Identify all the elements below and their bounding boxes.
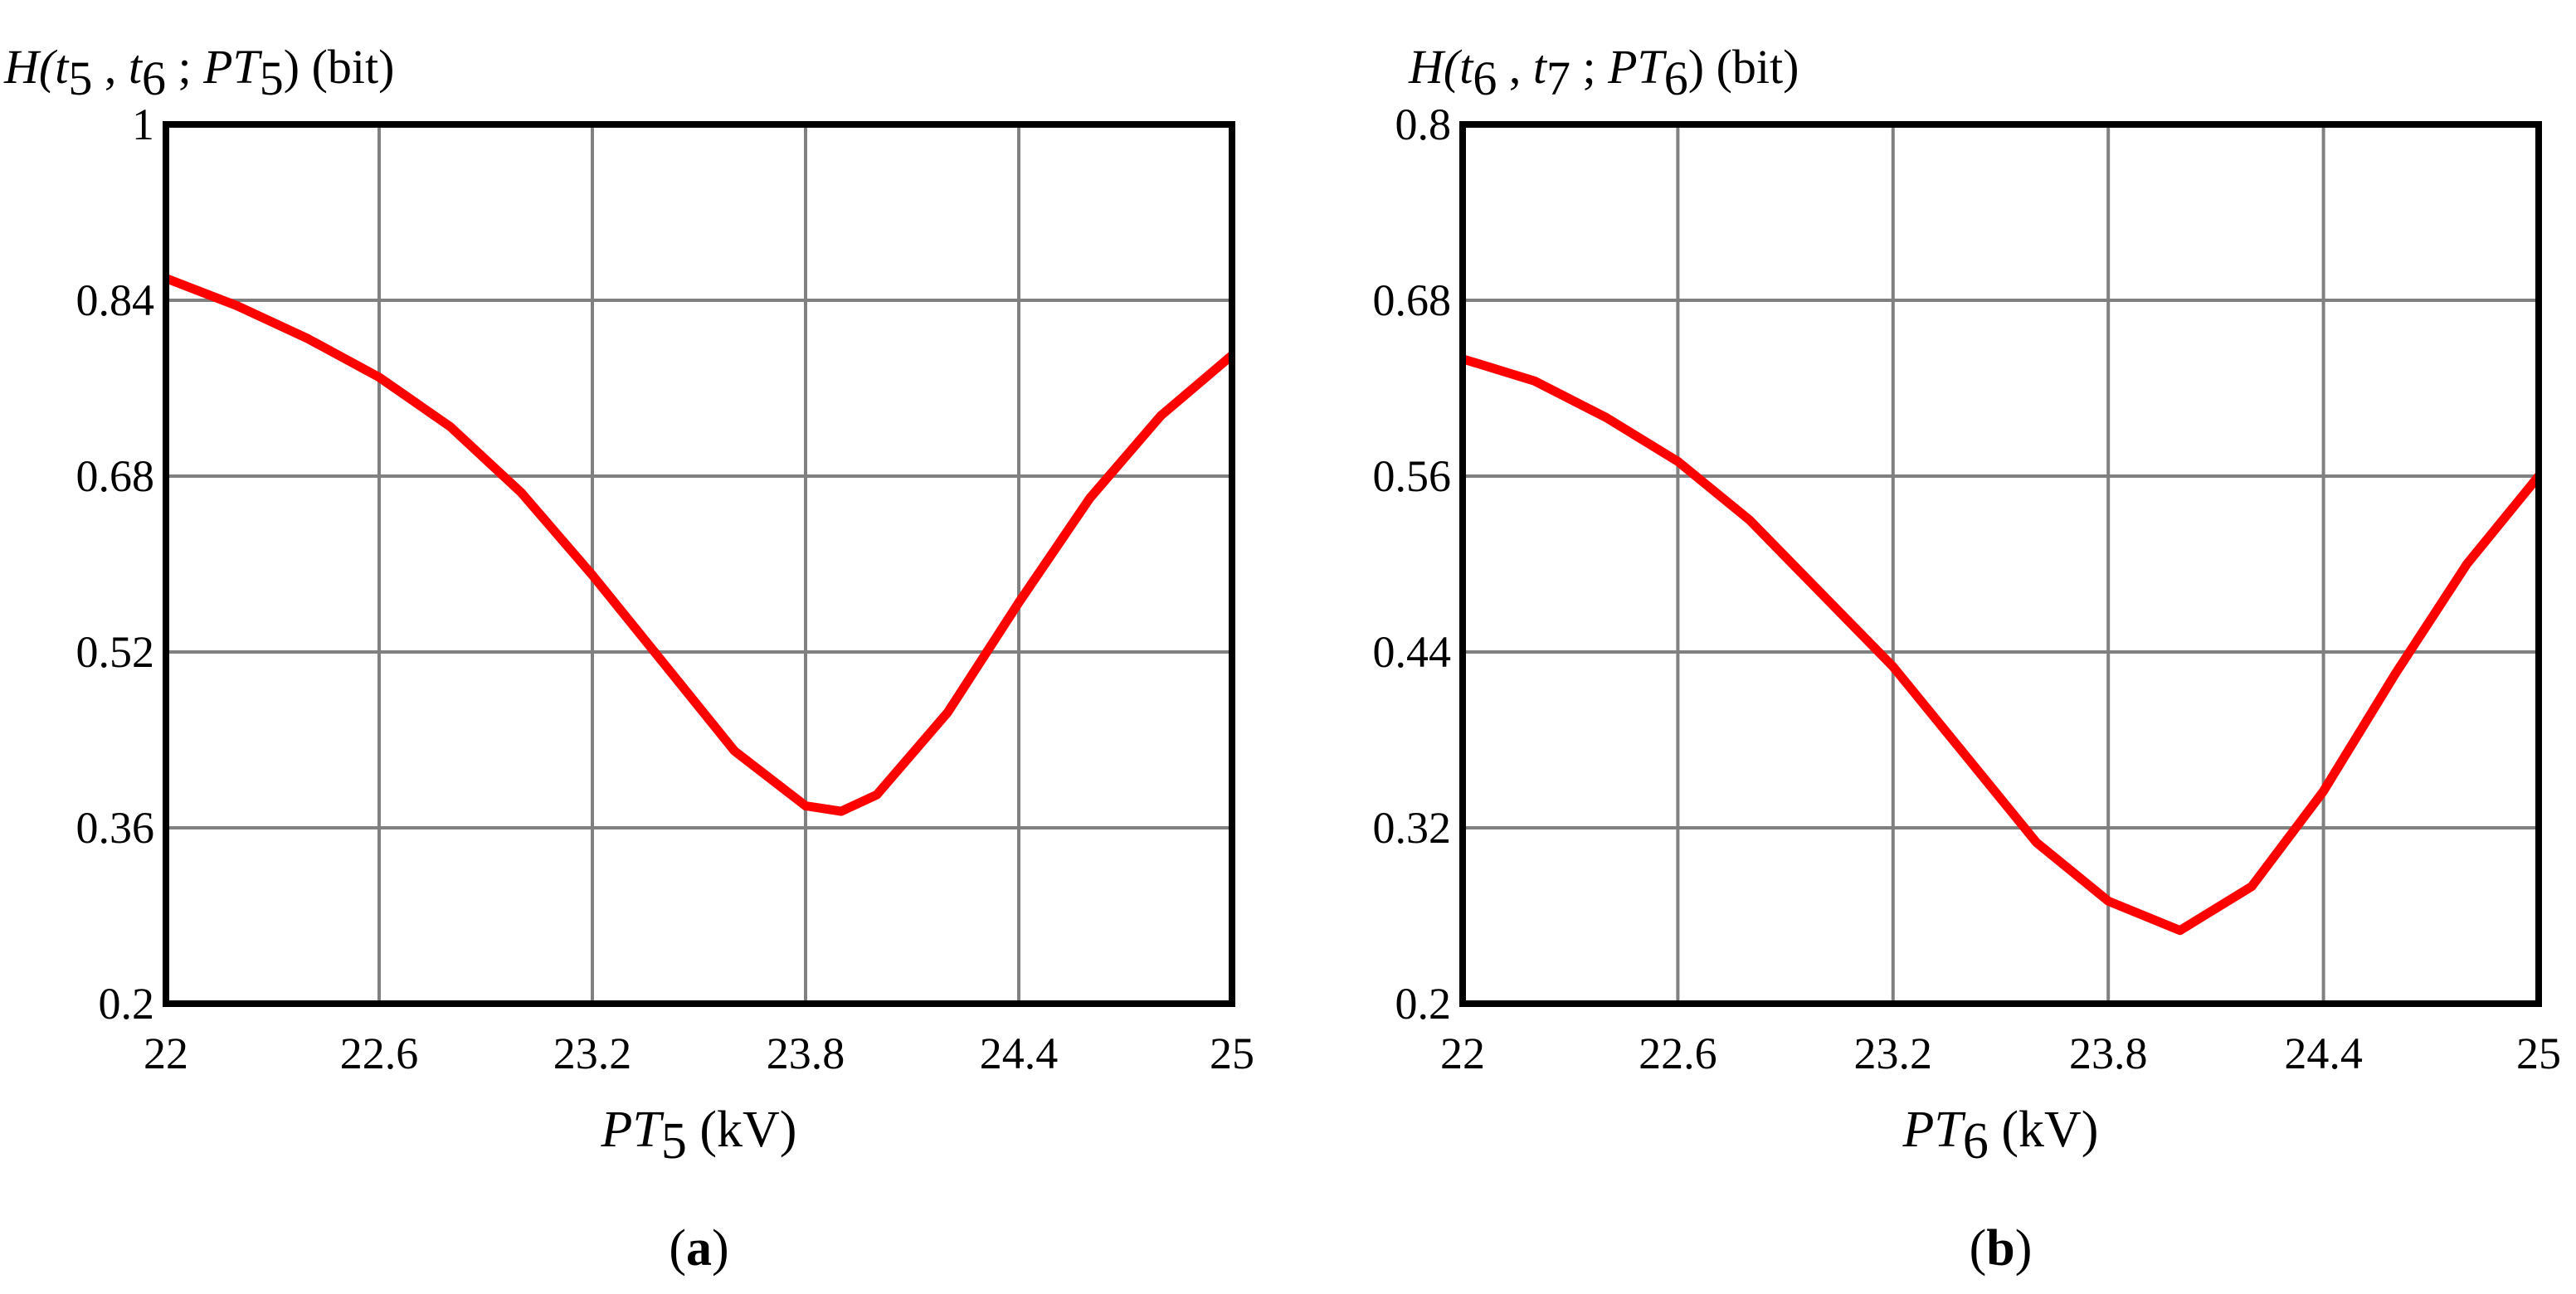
x-tick-label: 23.2 xyxy=(553,1029,632,1078)
y-tick-label: 0.8 xyxy=(1395,100,1452,149)
chart-panel-b: 0.8 0.68 0.56 0.44 0.32 0.222 22.6 23.2 23.8 24.4… xyxy=(1373,40,2562,1277)
data-series-line xyxy=(1463,354,2539,936)
y-axis-label: H(t5 , t6 ; PT5) (bit) xyxy=(3,40,394,105)
y-tick-label: 0.68 xyxy=(1373,275,1452,325)
y-axis-label: H(t6 , t7 ; PT6) (bit) xyxy=(1408,40,1799,105)
x-axis-label: PT6 (kV) xyxy=(1902,1102,2099,1170)
data-series-line xyxy=(166,274,1232,816)
plot-frame xyxy=(1459,121,2542,1007)
x-tick-label: 23.2 xyxy=(1854,1029,1933,1078)
x-tick-label: 25 xyxy=(1210,1029,1254,1078)
x-tick-label: 23.8 xyxy=(2069,1029,2148,1078)
y-tick-label: 0.68 xyxy=(76,451,155,501)
y-tick-label: 0.32 xyxy=(1373,803,1452,853)
chart-panel-a: 1 0.84 0.68 0.52 0.36 0.222 22.6 23.2 23.8 24.4 25… xyxy=(3,40,1254,1277)
x-tick-label: 22 xyxy=(144,1029,188,1078)
y-tick-label: 0.44 xyxy=(1373,627,1452,677)
x-tick-label: 24.4 xyxy=(2284,1029,2363,1078)
y-tick-label: 0.52 xyxy=(76,627,155,677)
x-tick-label: 22.6 xyxy=(1639,1029,1717,1078)
y-tick-label: 0.2 xyxy=(99,979,155,1029)
y-tick-label: 0.2 xyxy=(1395,979,1452,1029)
x-tick-label: 24.4 xyxy=(980,1029,1059,1078)
y-tick-label: 0.84 xyxy=(76,275,155,325)
y-tick-label: 0.36 xyxy=(76,803,155,853)
x-axis-label: PT5 (kV) xyxy=(601,1102,797,1170)
y-tick-label: 0.56 xyxy=(1373,451,1452,501)
panel-label: (a) xyxy=(669,1220,728,1277)
panel-label: (b) xyxy=(1970,1220,2033,1277)
x-tick-label: 22 xyxy=(1440,1029,1485,1078)
x-tick-label: 25 xyxy=(2516,1029,2561,1078)
plot-frame xyxy=(163,121,1235,1007)
y-tick-label: 1 xyxy=(132,100,154,149)
x-tick-label: 23.8 xyxy=(767,1029,845,1078)
x-tick-label: 22.6 xyxy=(340,1029,419,1078)
